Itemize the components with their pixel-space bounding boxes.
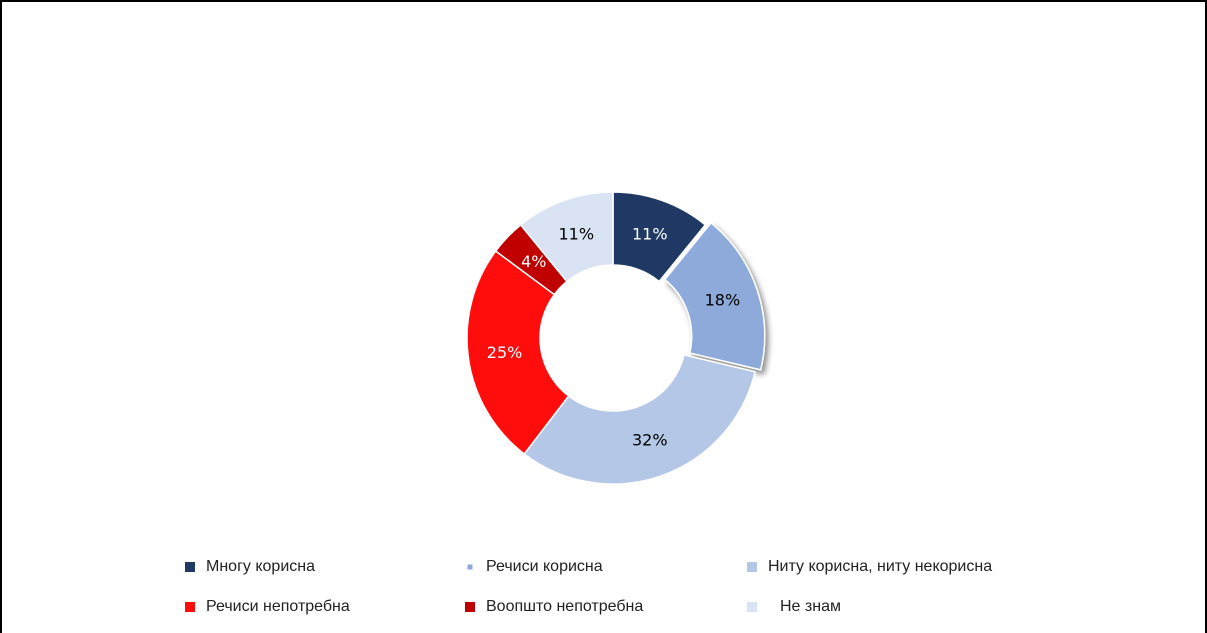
data-label: 11% bbox=[558, 224, 594, 243]
legend-label: Многу корисна bbox=[206, 558, 315, 575]
data-label: 11% bbox=[632, 224, 668, 243]
legend-label: Речиси корисна bbox=[486, 558, 603, 575]
legend-label: Ниту корисна, ниту некорисна bbox=[768, 558, 992, 575]
donut-slice bbox=[466, 250, 570, 455]
legend-label: Речиси непотребна bbox=[206, 598, 350, 615]
donut-slice bbox=[663, 221, 766, 371]
legend-marker bbox=[185, 602, 195, 612]
legend-label: Воопшто непотребна bbox=[486, 598, 643, 615]
donut-slice bbox=[523, 353, 756, 485]
legend-marker bbox=[185, 562, 195, 572]
legend-marker bbox=[465, 602, 475, 612]
legend-marker bbox=[747, 562, 757, 572]
donut-slice bbox=[612, 191, 707, 283]
data-label: 18% bbox=[705, 290, 741, 309]
donut-slice bbox=[519, 191, 614, 283]
data-label: 25% bbox=[487, 343, 523, 362]
legend-label: Не знам bbox=[780, 598, 841, 615]
data-label: 4% bbox=[521, 252, 546, 271]
data-label: 32% bbox=[632, 431, 668, 450]
legend-marker bbox=[467, 564, 473, 570]
legend-marker bbox=[747, 602, 757, 612]
